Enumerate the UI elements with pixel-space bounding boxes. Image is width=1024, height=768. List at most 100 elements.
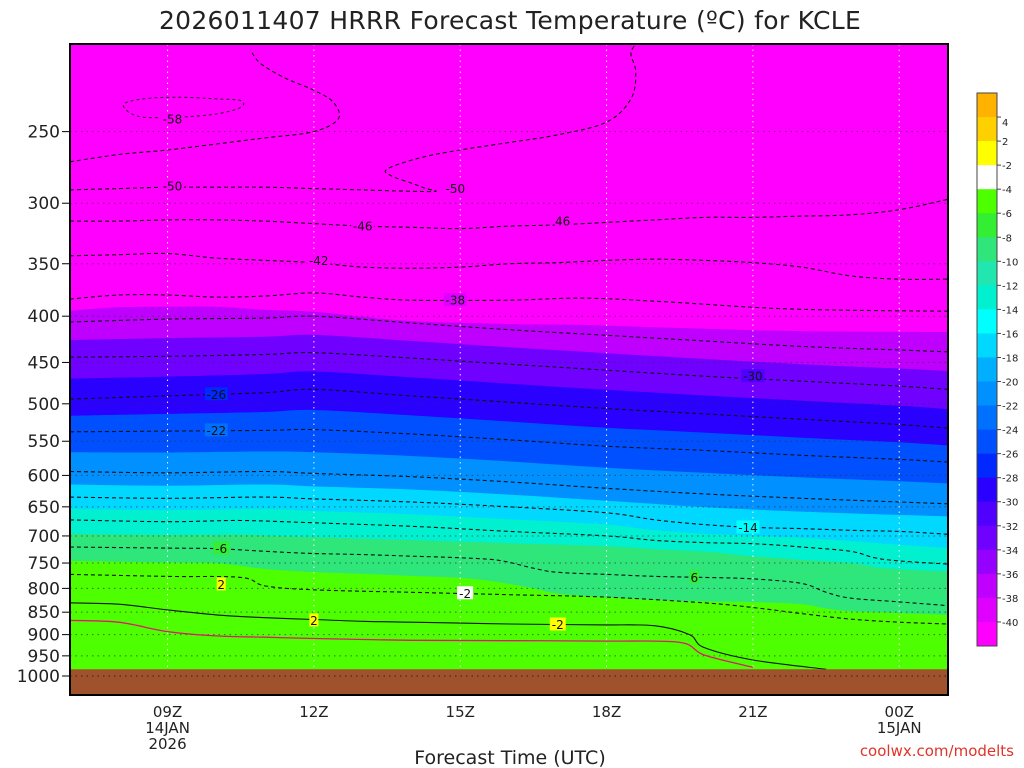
colorbar-tick-label: -4 <box>1002 185 1012 196</box>
colorbar-swatch <box>977 309 997 334</box>
colorbar-swatch <box>977 165 997 190</box>
contour-label: 6 <box>691 571 699 585</box>
colorbar-swatch <box>977 453 997 479</box>
colorbar-swatch <box>977 261 997 286</box>
y-tick-label: 950 <box>28 647 60 667</box>
colorbar-swatch <box>977 405 997 431</box>
contour-label: 2 <box>310 614 318 628</box>
isotherm--10 <box>70 519 948 565</box>
colorbar-swatch <box>977 357 997 383</box>
isotherm--54 <box>70 49 341 163</box>
colorbar-tick-label: -6 <box>1002 209 1012 220</box>
colorbar-swatch <box>977 381 997 407</box>
colorbar-tick-label: -28 <box>1002 474 1018 485</box>
colorbar-tick-label: -10 <box>1002 257 1018 268</box>
y-tick-label: 850 <box>28 603 60 623</box>
contour-label-bg <box>736 520 760 534</box>
colorbar-swatch <box>977 477 997 503</box>
y-tick-label: 350 <box>28 255 60 275</box>
contour-label: -22 <box>207 424 227 438</box>
contour-label-bg <box>216 577 226 591</box>
colorbar-tick-label: -12 <box>1002 281 1018 292</box>
colorbar-swatch <box>977 189 997 214</box>
colorbar-swatch <box>977 429 997 455</box>
colorbar-tick-label: -18 <box>1002 353 1018 364</box>
contour-label-bg <box>457 586 474 600</box>
colorbar: 4 2 -2 -4 -6 -8 -10 -12 -14 -16 -18 -20 -22 -24 -26 -28… <box>976 92 1018 647</box>
colorbar-tick-label: -38 <box>1002 594 1018 605</box>
x-tick-label: 15Z <box>446 703 475 721</box>
isotherm--38 <box>70 292 948 312</box>
isotherm--2 <box>70 573 948 625</box>
contour-label: -42 <box>309 254 329 268</box>
contour-label: -26 <box>207 388 227 402</box>
isotherm--6 <box>70 546 948 607</box>
x-tick-label: 09Z <box>153 703 182 721</box>
x-tick-label: 12Z <box>299 703 328 721</box>
colorbar-swatch <box>977 333 997 358</box>
isotherm--22 <box>70 428 948 463</box>
contour-label-bg <box>443 181 467 195</box>
colorbar-tick-label: -24 <box>1002 426 1018 437</box>
y-tick-label: 700 <box>28 527 60 547</box>
colorbar-tick-label: -8 <box>1002 233 1012 244</box>
contour-label-bg <box>160 111 184 125</box>
x-tick-label: 14JAN <box>145 719 190 737</box>
contour-label-bg <box>160 178 184 192</box>
y-tick-label: 800 <box>28 579 60 599</box>
colorbar-swatch <box>977 117 997 142</box>
colorbar-tick-label: -20 <box>1002 378 1018 389</box>
contour-label-bg <box>204 423 228 437</box>
contour-label-bg <box>351 219 375 233</box>
colorbar-tick-label: -14 <box>1002 305 1018 316</box>
colorbar-tick-label: -36 <box>1002 570 1018 581</box>
contour-label: -2 <box>552 618 564 632</box>
colorbar-tick-label: -26 <box>1002 450 1018 461</box>
y-tick-label: 1000 <box>17 667 60 687</box>
colorbar-tick-label: -40 <box>1002 618 1018 629</box>
y-tick-label: 400 <box>28 307 60 327</box>
isotherm--18 <box>70 470 948 505</box>
colorbar-swatch <box>977 93 997 118</box>
y-axis-ticks: 250 300 350 400 450 500 550 600 650 700 750 800 850 9… <box>17 123 70 687</box>
contour-label-bg <box>309 613 319 627</box>
contour-label: -38 <box>446 294 466 308</box>
x-tick-label: 21Z <box>738 703 767 721</box>
colorbar-swatch <box>977 573 997 599</box>
x-tick-label: 2026 <box>148 735 186 753</box>
colorbar-swatch <box>977 549 997 575</box>
contour-label-bg <box>689 570 699 584</box>
y-tick-label: 900 <box>28 626 60 646</box>
contour-label-bg <box>213 541 230 555</box>
colorbar-swatch <box>977 621 997 647</box>
contour-label-bg <box>549 617 566 631</box>
contour-label-bg <box>443 293 467 307</box>
contour-label: -50 <box>163 179 183 193</box>
colorbar-tick-label: -30 <box>1002 498 1018 509</box>
x-tick-label: 00Z <box>885 703 914 721</box>
y-tick-label: 450 <box>28 353 60 373</box>
contour-label: -58 <box>163 112 183 126</box>
y-tick-label: 550 <box>28 432 60 452</box>
contour-label: -30 <box>743 370 763 384</box>
isotherm--34 <box>70 315 948 353</box>
isotherm-0 <box>70 619 754 668</box>
colorbar-tick-label: -2 <box>1002 161 1012 172</box>
chart-title: 2026011407 HRRR Forecast Temperature (ºC… <box>159 6 861 35</box>
colorbar-swatch <box>977 525 997 551</box>
isotherm-2 <box>70 602 827 670</box>
contour-label: -6 <box>215 542 227 556</box>
contour-label: -46 <box>353 220 373 234</box>
colorbar-tick-label: 2 <box>1002 137 1008 148</box>
x-axis-label: Forecast Time (UTC) <box>414 747 605 768</box>
plot-frame <box>69 43 949 696</box>
y-tick-label: 300 <box>28 194 60 214</box>
isotherm--50 <box>70 44 637 193</box>
colorbar-tick-label: -34 <box>1002 546 1018 557</box>
contour-label-bg <box>307 253 331 267</box>
colorbar-swatch <box>977 213 997 238</box>
x-tick-label: 15JAN <box>877 719 922 737</box>
contour-label-bg <box>204 387 228 401</box>
